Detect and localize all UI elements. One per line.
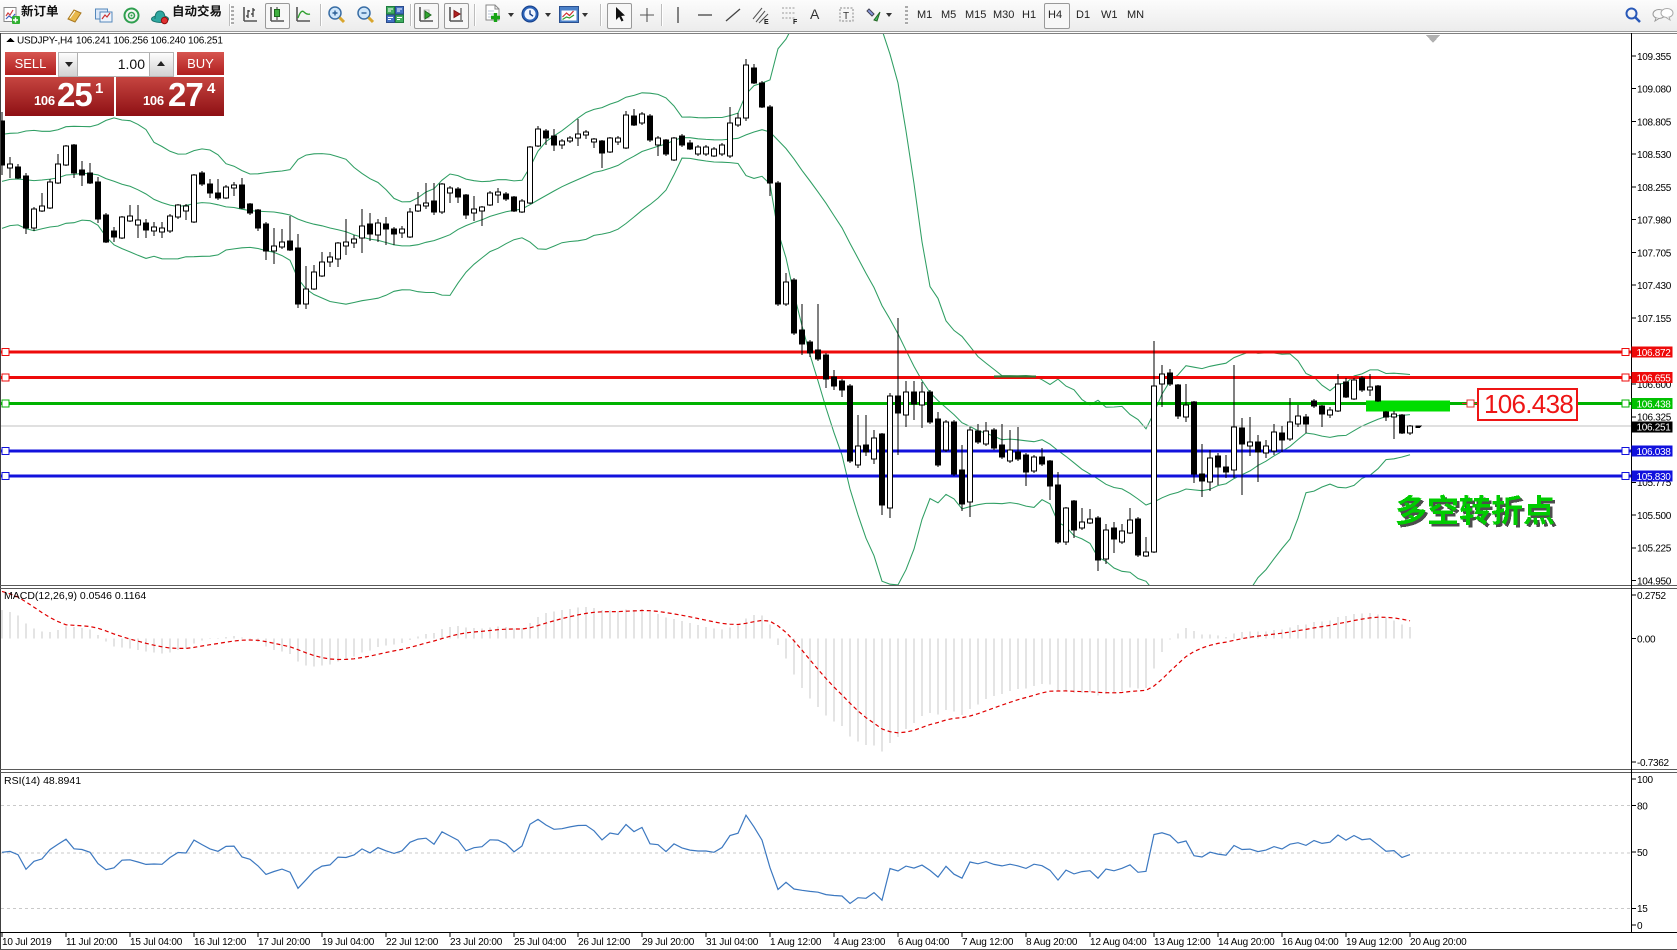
svg-text:15: 15 [1637,904,1648,915]
svg-text:50: 50 [1637,848,1648,859]
svg-text:10 Jul 2019: 10 Jul 2019 [2,937,52,948]
svg-text:0.00: 0.00 [1637,634,1656,645]
svg-text:8 Aug 20:00: 8 Aug 20:00 [1026,937,1078,948]
svg-text:26 Jul 12:00: 26 Jul 12:00 [578,937,631,948]
svg-text:80: 80 [1637,801,1648,812]
svg-text:106.872: 106.872 [1637,348,1672,359]
svg-text:107.155: 107.155 [1637,314,1672,325]
svg-text:19 Jul 04:00: 19 Jul 04:00 [322,937,375,948]
svg-text:F: F [793,19,798,25]
svg-text:T: T [843,11,849,22]
svg-text:RSI(14) 48.8941: RSI(14) 48.8941 [4,775,81,787]
svg-text:105.775: 105.775 [1637,478,1672,489]
svg-text:0: 0 [1637,921,1643,932]
svg-text:25 Jul 04:00: 25 Jul 04:00 [514,937,567,948]
svg-text:106.325: 106.325 [1637,413,1672,424]
svg-text:109.355: 109.355 [1637,52,1672,63]
svg-text:105.500: 105.500 [1637,511,1672,522]
svg-text:105.225: 105.225 [1637,544,1672,555]
svg-text:106.600: 106.600 [1637,380,1672,391]
svg-text:-0.7362: -0.7362 [1637,758,1670,769]
svg-text:19 Aug 12:00: 19 Aug 12:00 [1346,937,1403,948]
svg-text:E: E [764,19,769,25]
svg-text:6 Aug 04:00: 6 Aug 04:00 [898,937,950,948]
svg-text:106.438: 106.438 [1484,389,1573,419]
svg-text:7 Aug 12:00: 7 Aug 12:00 [962,937,1014,948]
svg-text:1 Aug 12:00: 1 Aug 12:00 [770,937,822,948]
svg-text:108.530: 108.530 [1637,150,1672,161]
svg-text:106.655: 106.655 [1637,373,1672,384]
svg-text:17 Jul 20:00: 17 Jul 20:00 [258,937,311,948]
svg-text:104.950: 104.950 [1637,576,1672,587]
svg-text:108.255: 108.255 [1637,183,1672,194]
svg-text:106.251: 106.251 [1637,423,1672,434]
svg-text:MACD(12,26,9) 0.0546 0.1164: MACD(12,26,9) 0.0546 0.1164 [4,590,146,602]
svg-text:107.430: 107.430 [1637,281,1672,292]
svg-text:11 Jul 20:00: 11 Jul 20:00 [66,937,118,948]
svg-text:23 Jul 20:00: 23 Jul 20:00 [450,937,503,948]
svg-text:14 Aug 20:00: 14 Aug 20:00 [1218,937,1275,948]
svg-text:100: 100 [1637,775,1654,786]
svg-text:107.980: 107.980 [1637,216,1672,227]
svg-text:31 Jul 04:00: 31 Jul 04:00 [706,937,759,948]
svg-text:13 Aug 12:00: 13 Aug 12:00 [1154,937,1211,948]
svg-text:106.438: 106.438 [1637,399,1672,410]
svg-text:108.805: 108.805 [1637,117,1672,128]
svg-text:4 Aug 23:00: 4 Aug 23:00 [834,937,886,948]
svg-text:16 Jul 12:00: 16 Jul 12:00 [194,937,247,948]
svg-text:22 Jul 12:00: 22 Jul 12:00 [386,937,439,948]
svg-text:106.038: 106.038 [1637,447,1672,458]
svg-text:12 Aug 04:00: 12 Aug 04:00 [1090,937,1147,948]
svg-text:15 Jul 04:00: 15 Jul 04:00 [130,937,183,948]
svg-text:106.241 106.256 106.240 106.25: 106.241 106.256 106.240 106.251 [76,36,223,47]
svg-text:107.705: 107.705 [1637,248,1672,259]
svg-text:109.080: 109.080 [1637,85,1672,96]
svg-text:20 Aug 20:00: 20 Aug 20:00 [1410,937,1467,948]
svg-text:16 Aug 04:00: 16 Aug 04:00 [1282,937,1339,948]
svg-text:105.830: 105.830 [1637,472,1672,483]
svg-text:USDJPY-,H4: USDJPY-,H4 [17,36,73,47]
svg-text:0.2752: 0.2752 [1637,591,1667,602]
svg-text:29 Jul 20:00: 29 Jul 20:00 [642,937,695,948]
